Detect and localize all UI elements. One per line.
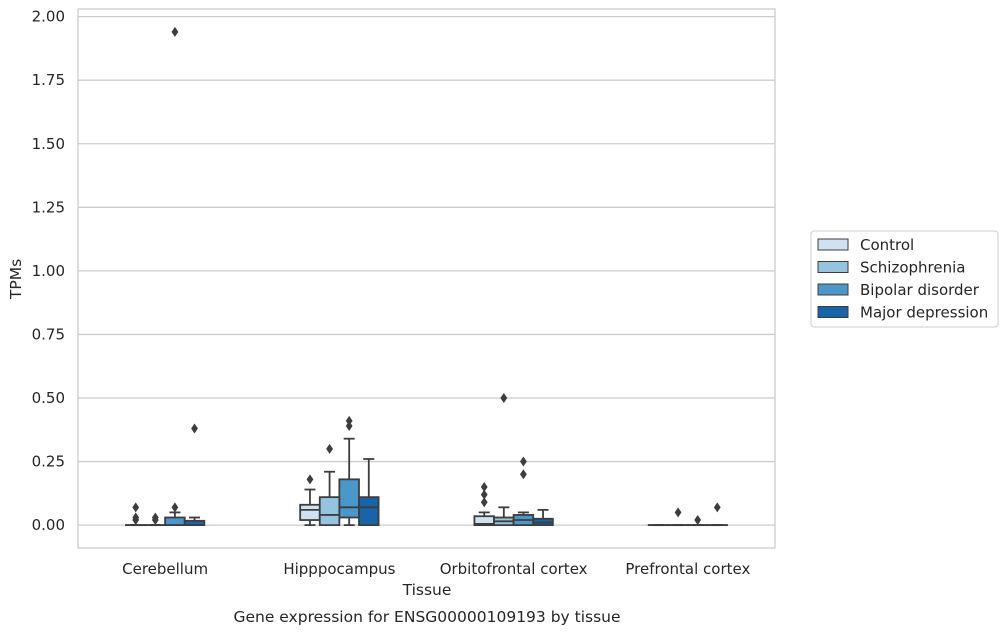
gridlines	[78, 15, 775, 526]
box-bipolar-disorder	[338, 415, 360, 527]
box-schizophrenia	[318, 443, 341, 527]
x-tick-label: Prefrontal cortex	[625, 560, 750, 578]
box-iqr	[358, 496, 380, 527]
y-tick-label: 0.00	[32, 516, 65, 534]
box-control	[299, 474, 321, 527]
outlier-point	[132, 512, 140, 523]
outlier-point	[500, 392, 508, 403]
y-tick-label: 0.25	[32, 453, 65, 471]
box-major-depression	[183, 423, 206, 527]
outlier-point	[191, 423, 198, 434]
y-tick-label: 1.00	[32, 262, 65, 280]
legend-label: Schizophrenia	[860, 259, 965, 277]
figure-caption: Gene expression for ENSG00000109193 by t…	[233, 608, 620, 626]
y-tick-label: 0.50	[32, 389, 65, 407]
outlier-point	[171, 502, 179, 513]
x-tick-label: Orbitofrontal cortex	[440, 560, 588, 578]
outlier-point	[694, 515, 702, 526]
plot-frame	[77, 8, 776, 549]
box-bipolar-disorder	[512, 456, 535, 527]
box-major-depression	[358, 458, 380, 527]
outlier-point	[713, 502, 721, 513]
outlier-point	[480, 489, 488, 500]
legend-swatch	[817, 283, 849, 296]
box-major-depression	[532, 508, 554, 527]
boxes	[125, 26, 728, 527]
outlier-point	[171, 26, 179, 37]
box-iqr	[299, 503, 321, 521]
y-tick-label: 1.25	[32, 198, 65, 216]
outlier-point	[674, 507, 682, 518]
outlier-point	[480, 497, 488, 508]
y-tick-labels: 0.00 0.25 0.50 0.75 1.00 1.25 1.50 1.75 2.00	[32, 8, 65, 534]
legend-label: Major depression	[860, 304, 988, 322]
outlier-point	[306, 474, 314, 485]
outlier-point	[520, 456, 527, 467]
legend-label: Control	[860, 236, 914, 254]
box-iqr	[164, 516, 186, 527]
box-schizophrenia	[667, 507, 689, 527]
box-major-depression	[706, 502, 728, 527]
legend-swatch	[817, 306, 849, 318]
box-bipolar-disorder	[164, 26, 186, 527]
y-tick-label: 1.50	[32, 135, 65, 153]
x-tick-label: Cerebellum	[122, 560, 208, 578]
outlier-point	[480, 481, 488, 492]
outlier-point	[326, 443, 333, 454]
y-axis-label: TPMs	[7, 259, 25, 300]
y-tick-label: 0.75	[32, 325, 65, 343]
box-control	[125, 502, 147, 527]
outlier-point	[151, 512, 159, 523]
box-bipolar-disorder	[686, 515, 709, 527]
x-axis-label: Tissue	[402, 581, 452, 599]
y-tick-label: 1.75	[32, 71, 65, 89]
x-tick-labels: Cerebellum Hipppocampus Orbitofrontal cort…	[122, 560, 750, 578]
legend-swatch	[817, 261, 849, 273]
box-schizophrenia	[493, 392, 515, 527]
box-control	[473, 481, 495, 527]
outlier-point	[345, 420, 353, 431]
legend: Control Schizophrenia Bipolar disorder Majo…	[810, 230, 999, 328]
box-iqr	[338, 478, 360, 519]
outlier-point	[520, 469, 527, 480]
legend-swatch	[817, 238, 849, 251]
y-tick-label: 2.00	[32, 8, 65, 26]
legend-frame	[810, 230, 999, 328]
outlier-point	[132, 502, 140, 513]
x-tick-label: Hipppocampus	[283, 560, 395, 578]
box-iqr	[318, 496, 341, 527]
outlier-point	[345, 415, 353, 426]
box-schizophrenia	[144, 512, 167, 527]
legend-label: Bipolar disorder	[860, 281, 980, 299]
